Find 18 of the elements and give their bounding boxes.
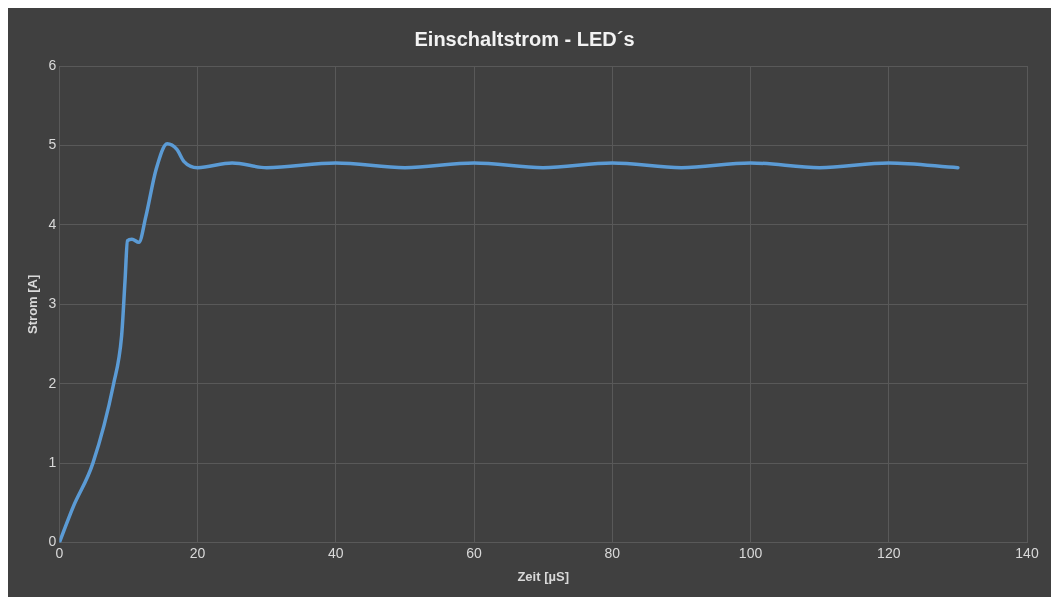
y-tick-label: 6 (48, 56, 57, 73)
line-series (59, 142, 960, 543)
x-tick-label: 40 (328, 544, 344, 561)
x-tick-label: 100 (738, 544, 763, 561)
x-tick-label: 60 (466, 544, 483, 561)
x-tick-label: 120 (877, 544, 901, 561)
x-axis-title: Zeit [µS] (517, 568, 569, 584)
x-tick-label: 80 (604, 544, 621, 561)
chart-title: Einschaltstrom - LED´s (414, 27, 635, 50)
x-tick-label: 140 (1015, 544, 1039, 561)
x-tick-label: 20 (189, 544, 206, 561)
y-tick-label: 2 (48, 374, 57, 391)
y-axis-title: Strom [A] (25, 274, 41, 334)
y-tick-label: 1 (48, 454, 57, 471)
y-tick-label: 4 (48, 215, 57, 232)
y-tick-label: 5 (48, 136, 57, 153)
y-tick-label: 0 (48, 533, 57, 550)
y-tick-label: 3 (48, 295, 57, 312)
